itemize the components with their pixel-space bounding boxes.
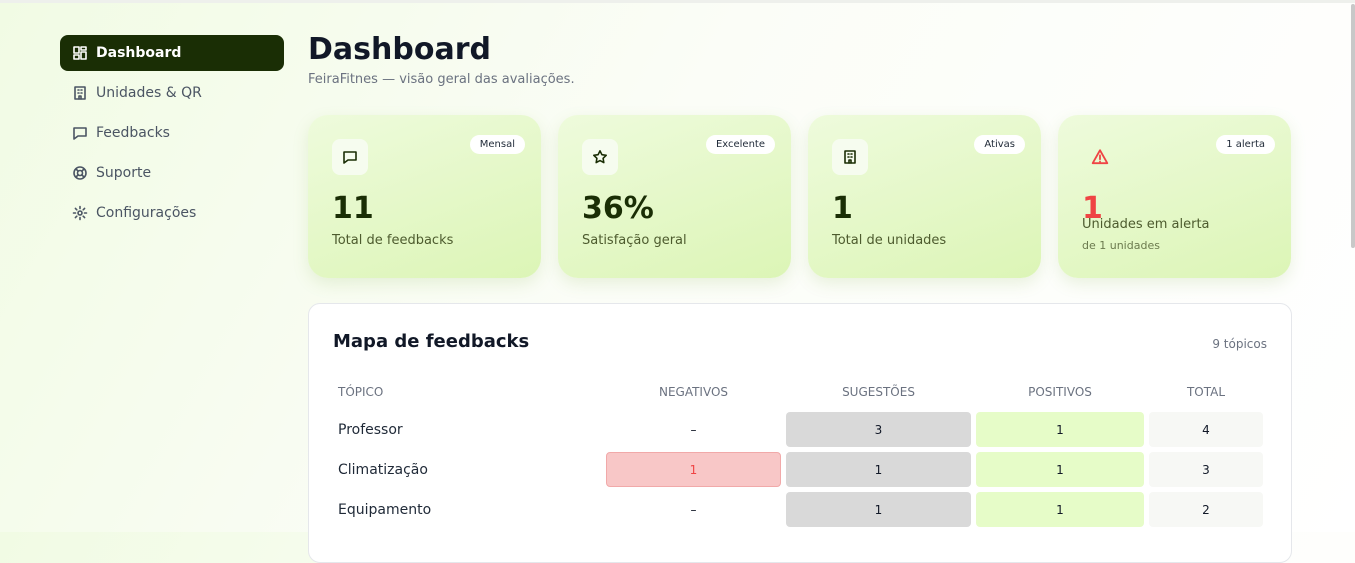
card-icon bbox=[582, 139, 618, 175]
card-icon bbox=[332, 139, 368, 175]
card-value: 11 bbox=[332, 191, 374, 226]
card-value: 1 bbox=[1082, 191, 1103, 226]
panel-title: Mapa de feedbacks bbox=[333, 331, 530, 352]
table-cell: 1 bbox=[976, 412, 1144, 447]
topic-name: Climatização bbox=[338, 461, 428, 478]
topic-name: Equipamento bbox=[338, 501, 432, 518]
table-cell: 1 bbox=[976, 492, 1144, 527]
card-badge: 1 alerta bbox=[1216, 135, 1275, 154]
table-cell: 3 bbox=[786, 412, 971, 447]
stat-card: Mensal 11 Total de feedbacks bbox=[308, 115, 541, 278]
nav-item[interactable]: Feedbacks bbox=[60, 115, 284, 151]
card-note: de 1 unidades bbox=[1082, 239, 1160, 252]
card-label: Total de unidades bbox=[832, 233, 947, 248]
table-cell: 4 bbox=[1149, 412, 1263, 447]
column-header: NEGATIVOS bbox=[658, 385, 729, 399]
nav-label: Configurações bbox=[96, 205, 197, 221]
table-cell: 3 bbox=[1149, 452, 1263, 487]
stat-card: Excelente 36% Satisfação geral bbox=[558, 115, 791, 278]
nav-item[interactable]: Suporte bbox=[60, 155, 284, 191]
page-subtitle: FeiraFitnes — visão geral das avaliações… bbox=[308, 72, 575, 87]
nav-label: Suporte bbox=[96, 165, 152, 181]
card-badge: Ativas bbox=[974, 135, 1025, 154]
table-cell: 1 bbox=[786, 452, 971, 487]
table-cell: 1 bbox=[976, 452, 1144, 487]
table-cell: 1 bbox=[786, 492, 971, 527]
table-cell: 1 bbox=[606, 452, 781, 487]
scrollbar bbox=[1351, 4, 1355, 248]
nav-label: Dashboard bbox=[96, 45, 182, 61]
nav-label: Unidades & QR bbox=[96, 85, 202, 101]
card-badge: Mensal bbox=[469, 135, 525, 154]
top-border bbox=[0, 0, 1355, 3]
nav-label: Feedbacks bbox=[96, 125, 170, 141]
page-title: Dashboard bbox=[308, 32, 491, 67]
column-header: TÓPICO bbox=[338, 385, 384, 399]
sidebar: Dashboard Unidades & QR Feedbacks Suporte Co… bbox=[60, 35, 284, 235]
feedback-map: Mapa de feedbacks 9 tópicos TÓPICO NEGATI… bbox=[308, 303, 1292, 563]
nav-item[interactable]: Dashboard bbox=[60, 35, 284, 71]
nav-item[interactable]: Configurações bbox=[60, 195, 284, 231]
card-icon bbox=[1082, 139, 1118, 175]
column-header: SUGESTÕES bbox=[842, 385, 915, 399]
column-header: POSITIVOS bbox=[1028, 385, 1092, 399]
card-label: Satisfação geral bbox=[582, 233, 687, 248]
card-label: Unidades em alerta bbox=[1082, 217, 1210, 232]
card-value: 1 bbox=[832, 191, 853, 226]
card-value: 36% bbox=[582, 191, 654, 226]
topic-name: Professor bbox=[338, 421, 403, 438]
card-label: Total de feedbacks bbox=[332, 233, 454, 248]
table-cell: – bbox=[690, 502, 697, 517]
stat-card: Ativas 1 Total de unidades bbox=[808, 115, 1041, 278]
column-header: TOTAL bbox=[1186, 385, 1226, 399]
card-icon bbox=[832, 139, 868, 175]
topic-count: 9 tópicos bbox=[1212, 337, 1267, 351]
table-cell: – bbox=[690, 422, 697, 437]
table-cell: 2 bbox=[1149, 492, 1263, 527]
stat-card: 1 alerta 1 Unidades em alerta de 1 unidades bbox=[1058, 115, 1291, 278]
nav-item[interactable]: Unidades & QR bbox=[60, 75, 284, 111]
card-badge: Excelente bbox=[705, 135, 775, 154]
